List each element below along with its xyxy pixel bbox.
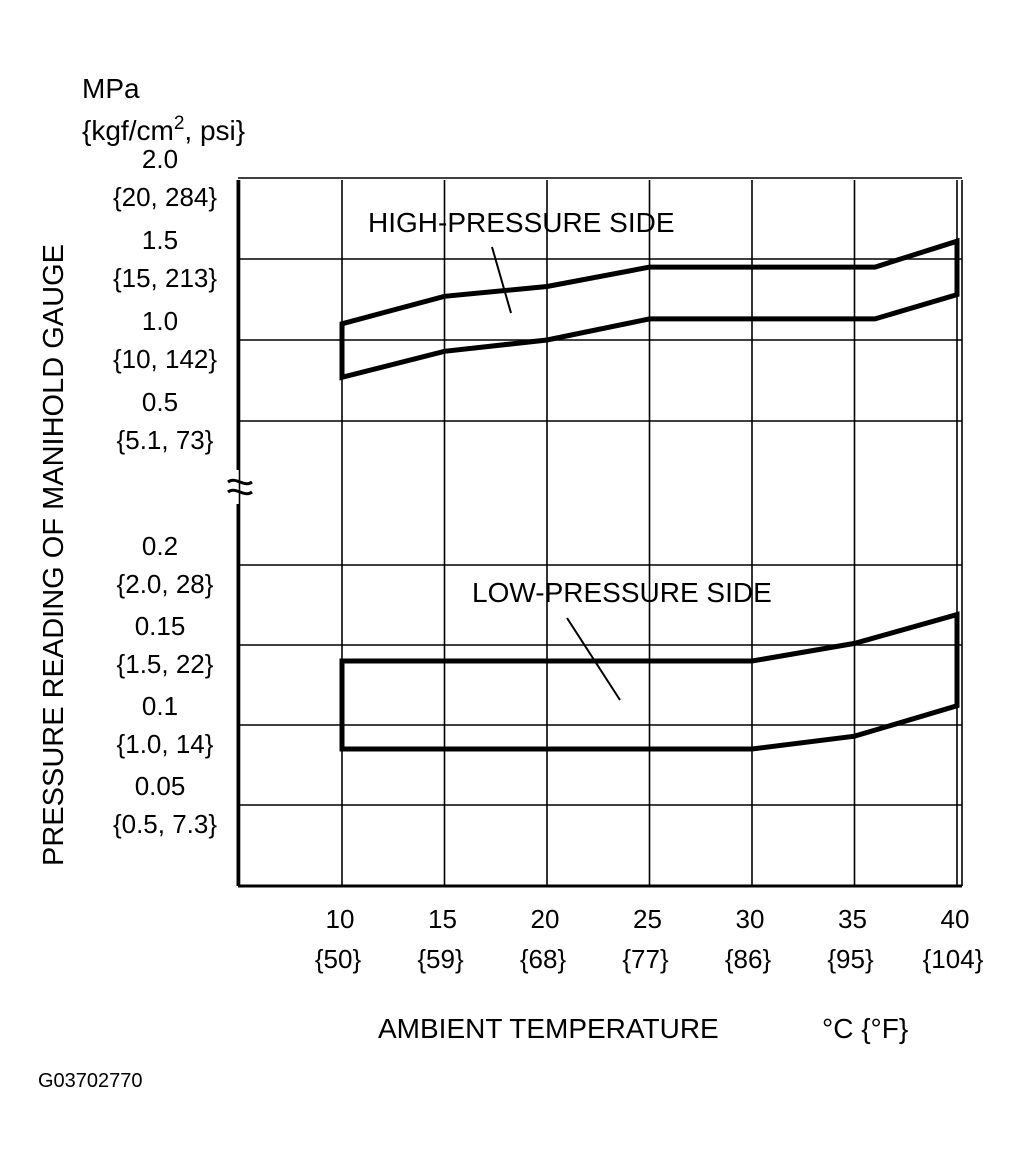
y-tick-label: 1.5 <box>142 225 178 255</box>
x-tick-label: 35 <box>838 904 867 934</box>
x-tick-alt-label: {59} <box>417 944 464 974</box>
y-tick-alt-label: {15, 213} <box>113 263 217 293</box>
y-tick-alt-label: {0.5, 7.3} <box>113 809 217 839</box>
x-tick-label: 15 <box>428 904 457 934</box>
x-tick-alt-label: {68} <box>520 944 567 974</box>
pressure-bands <box>339 237 960 752</box>
x-tick-label: 40 <box>941 904 970 934</box>
y-tick-alt-label: {20, 284} <box>113 182 217 212</box>
low-pressure-label: LOW-PRESSURE SIDE <box>472 577 772 608</box>
superscript: 2 <box>174 113 185 134</box>
y-tick-label: 0.5 <box>142 387 178 417</box>
x-tick-alt-label: {50} <box>315 944 362 974</box>
y-tick-alt-label: {10, 142} <box>113 344 217 374</box>
x-tick-alt-label: {77} <box>622 944 669 974</box>
y-tick-alt-label: {5.1, 73} <box>117 425 214 455</box>
grid-lines <box>238 177 963 886</box>
x-axis-title: AMBIENT TEMPERATURE <box>378 1013 719 1044</box>
x-tick-labels: 10 {50} 15 {59} 20 {68} 25 {77} 30 {86} 35 {95} 40 {1… <box>315 904 984 974</box>
y-tick-label: 0.05 <box>135 771 186 801</box>
x-tick-label: 30 <box>736 904 765 934</box>
high-pressure-band <box>339 237 960 381</box>
y-tick-alt-label: {1.5, 22} <box>117 649 214 679</box>
y-tick-label: 2.0 <box>142 144 178 174</box>
x-tick-alt-label: {86} <box>725 944 772 974</box>
figure-id: G03702770 <box>38 1070 143 1092</box>
y-tick-labels: 2.0 {20, 284} 1.5 {15, 213} 1.0 {10, 142} 0.5 {… <box>113 144 217 839</box>
low-pressure-leader <box>566 617 621 701</box>
y-tick-label: 0.1 <box>142 691 178 721</box>
axes <box>236 180 962 888</box>
low-pressure-band <box>339 611 960 752</box>
high-pressure-label: HIGH-PRESSURE SIDE <box>368 207 675 238</box>
x-tick-alt-label: {104} <box>923 944 984 974</box>
y-tick-label: 0.2 <box>142 531 178 561</box>
y-tick-alt-label: {1.0, 14} <box>117 729 214 759</box>
y-axis-title: PRESSURE READING OF MANIHOLD GAUGE <box>38 244 70 866</box>
y-tick-alt-label: {2.0, 28} <box>117 569 214 599</box>
x-axis-unit: °C {°F} <box>822 1013 908 1044</box>
y-tick-label: 0.15 <box>135 611 186 641</box>
x-tick-label: 10 <box>326 904 355 934</box>
y-tick-label: 1.0 <box>142 306 178 336</box>
x-tick-label: 20 <box>531 904 560 934</box>
x-tick-alt-label: {95} <box>827 944 874 974</box>
y-unit-label: MPa <box>82 73 140 104</box>
axis-break-mark <box>227 478 253 496</box>
y-unit-alt-label: {kgf/cm2, psi} <box>82 113 245 146</box>
x-tick-label: 25 <box>633 904 662 934</box>
high-pressure-leader <box>491 246 512 314</box>
